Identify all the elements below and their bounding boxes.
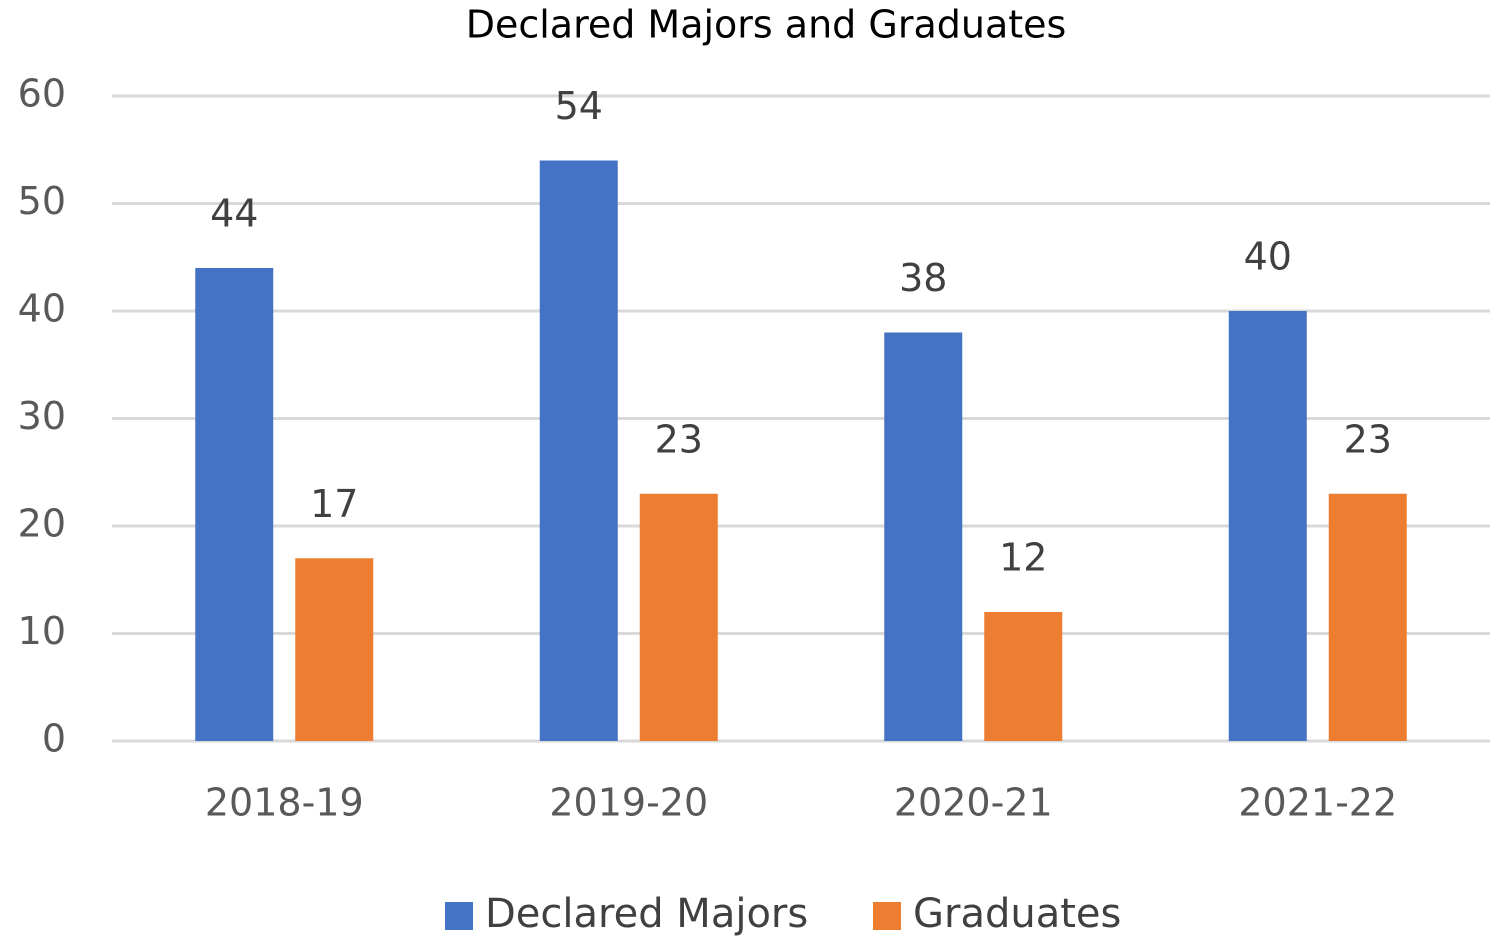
- y-tick-label: 0: [42, 717, 66, 761]
- bar: [195, 268, 274, 741]
- data-label: 23: [655, 417, 703, 461]
- y-tick-label: 30: [18, 394, 66, 438]
- legend-swatch: [873, 902, 901, 930]
- y-tick-label: 40: [18, 287, 66, 331]
- bar: [295, 558, 374, 741]
- data-label: 54: [555, 84, 603, 128]
- bar: [984, 612, 1063, 741]
- x-tick-label: 2021-22: [1238, 781, 1397, 825]
- data-label: 40: [1244, 235, 1292, 279]
- bar: [1228, 311, 1307, 741]
- x-tick-label: 2018-19: [205, 781, 364, 825]
- data-label: 17: [310, 482, 358, 526]
- legend-label: Graduates: [913, 891, 1121, 937]
- data-label: 12: [999, 536, 1047, 580]
- bar: [1328, 493, 1407, 741]
- legend-swatch: [445, 902, 473, 930]
- chart-title: Declared Majors and Graduates: [466, 3, 1067, 47]
- x-tick-label: 2019-20: [549, 781, 708, 825]
- data-label: 23: [1344, 417, 1392, 461]
- bar: [639, 493, 718, 741]
- x-tick-label: 2020-21: [894, 781, 1053, 825]
- bar: [884, 332, 963, 741]
- data-label: 44: [210, 192, 258, 236]
- y-tick-label: 60: [18, 72, 66, 116]
- y-tick-label: 10: [18, 609, 66, 653]
- y-tick-label: 20: [18, 502, 66, 546]
- bar: [539, 160, 618, 741]
- data-label: 38: [899, 256, 947, 300]
- y-tick-label: 50: [18, 179, 66, 223]
- legend-label: Declared Majors: [485, 891, 808, 937]
